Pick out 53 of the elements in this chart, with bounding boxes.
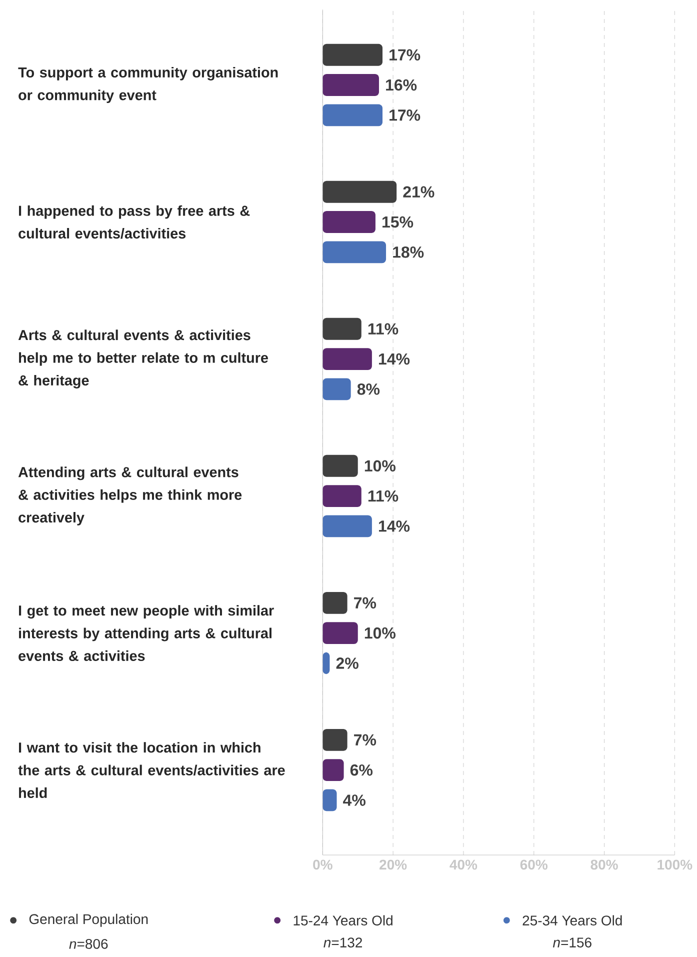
x-tick-label: 100% — [658, 860, 692, 870]
data-label: 7% — [354, 734, 376, 746]
bar — [322, 180, 397, 203]
legend-label: 15-24 Years Old — [294, 915, 392, 926]
data-label: 11% — [368, 490, 398, 502]
bar — [322, 622, 358, 644]
data-label: 16% — [386, 79, 417, 91]
x-tick-label: 20% — [380, 860, 407, 870]
y-tick-label: I get to meet new people with similar interests by attending arts & cultural events & activities — [18, 605, 274, 662]
x-tick-label: 0% — [313, 860, 332, 870]
y-tick-label: Arts & cultural events & activities help me to better relate to m culture & heritage — [18, 330, 268, 388]
x-tick-label: 40% — [450, 860, 478, 870]
y-tick-label: To support a community organisation or community event — [18, 66, 278, 104]
bar — [322, 592, 348, 614]
bar — [322, 74, 379, 96]
bar — [322, 378, 351, 400]
data-label: 7% — [354, 597, 376, 609]
bar — [322, 789, 337, 812]
text: n=132 — [324, 938, 362, 948]
y-tick-label: I want to visit the location in which the arts & cultural events/activities are held — [18, 742, 285, 798]
data-label: 17% — [390, 110, 420, 121]
bar — [322, 454, 358, 477]
bar — [322, 241, 386, 264]
data-label: 18% — [393, 246, 424, 258]
y-tick-label: I happened to pass by free arts & cultural events/activities — [18, 205, 250, 239]
data-label: 10% — [364, 460, 396, 472]
text: n=156 — [552, 938, 592, 948]
data-label: 14% — [378, 353, 410, 365]
data-label: 2% — [336, 658, 358, 669]
data-label: 6% — [350, 764, 373, 776]
x-tick-label: 60% — [520, 860, 548, 870]
data-label: 8% — [357, 384, 380, 395]
data-label: 21% — [403, 186, 434, 198]
bar — [322, 44, 383, 66]
x-tick-label: 80% — [590, 860, 618, 870]
data-label: 15% — [382, 216, 414, 228]
legend-label: 25-34 Years Old — [522, 915, 622, 926]
data-label: 11% — [368, 323, 398, 335]
bar — [322, 211, 376, 233]
bar — [322, 728, 348, 751]
bar — [322, 759, 344, 782]
y-tick-label: Attending arts & cultural events & activities helps me think more creatively — [18, 466, 242, 526]
data-label: 10% — [364, 627, 396, 639]
legend-label: General Population — [29, 914, 148, 927]
data-label: 17% — [390, 49, 420, 60]
bar — [322, 515, 372, 538]
bar — [322, 104, 383, 126]
bar — [322, 348, 372, 370]
data-label: 4% — [343, 794, 366, 806]
text: n=806 — [69, 938, 108, 949]
bar — [322, 485, 362, 507]
bar — [322, 318, 362, 340]
data-label: 14% — [378, 520, 410, 532]
